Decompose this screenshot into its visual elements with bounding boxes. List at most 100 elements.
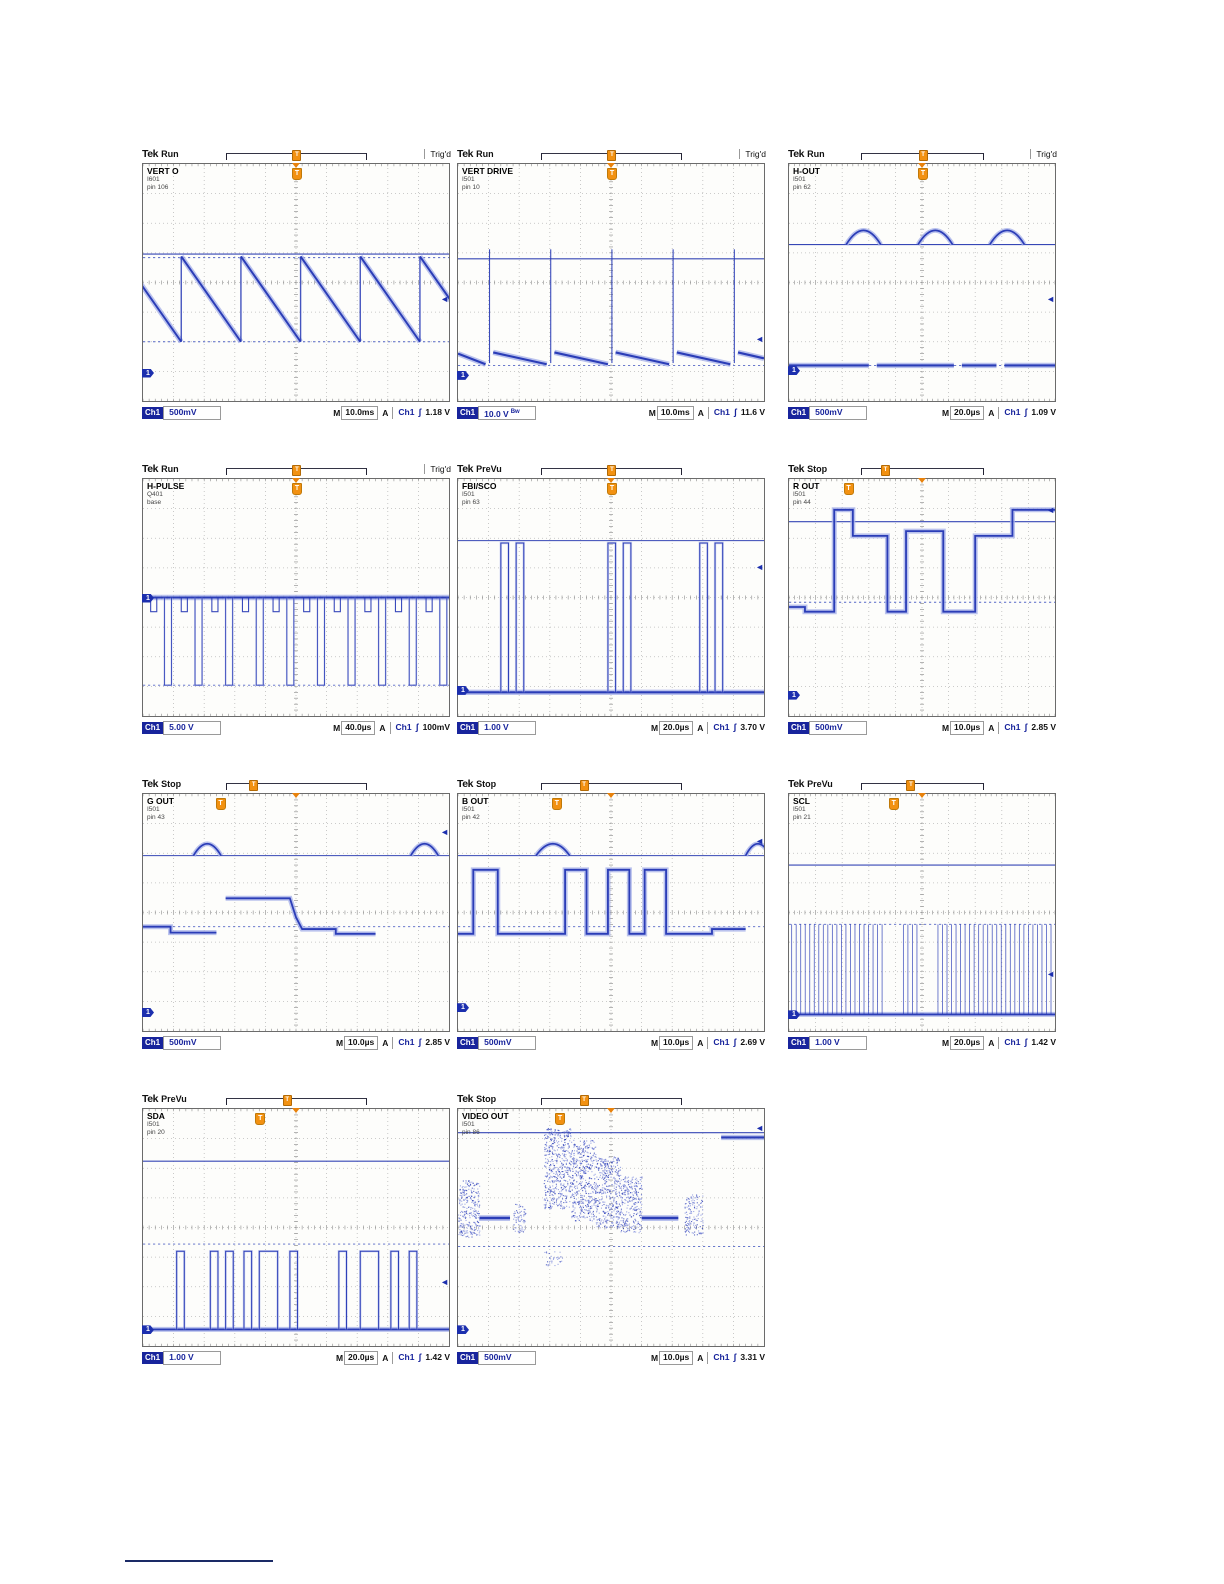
acquisition-window-bar: T [541, 783, 683, 790]
trigger-readout: Ch1 ʃ 100mV [390, 722, 452, 734]
ch1-chip: Ch1 [457, 407, 478, 419]
trigger-position-marker-icon: T [906, 780, 915, 791]
timebase-value: 10.0µs [950, 721, 984, 735]
timebase-m-label: M [942, 408, 949, 418]
timebase-m-label: M [651, 1353, 658, 1363]
trigger-level: 1.18 V [425, 407, 450, 419]
ch1-chip: Ch1 [457, 1037, 478, 1049]
trigger-channel: Ch1 [713, 1352, 729, 1364]
readout-bar: Ch1 10.0 V Bw M 10.0ms A Ch1 ʃ 11.6 V [457, 404, 767, 421]
ch1-chip: Ch1 [788, 407, 809, 419]
trigger-channel: Ch1 [396, 722, 412, 734]
trigger-source-a-label: A [382, 1353, 388, 1363]
ch1-scale-value: 500mV [815, 722, 842, 732]
timebase-value: 20.0µs [950, 1036, 984, 1050]
tek-logo: Tek [457, 1093, 473, 1105]
trigger-position-marker-icon: T [607, 465, 616, 476]
acquisition-window-bar: T [226, 1098, 368, 1105]
trigger-channel: Ch1 [714, 407, 730, 419]
timebase-value: 10.0µs [659, 1036, 693, 1050]
trigger-source-a-label: A [382, 1038, 388, 1048]
acquisition-status: Run [161, 464, 179, 474]
scope-header: Tek PreVu T [457, 463, 767, 478]
ch1-scale-value: 500mV [484, 1037, 511, 1047]
trigger-flag-icon: T [844, 483, 854, 495]
trigger-level: 100mV [423, 722, 450, 734]
trigger-level-arrow-icon: ◄ [755, 1124, 764, 1133]
graticule: FBI/SCO I501 pin 63 T 1 ◄ [457, 478, 765, 717]
trigger-time-triangle-icon [607, 793, 615, 798]
acquisition-status: Run [807, 149, 825, 159]
trigger-channel: Ch1 [1004, 407, 1020, 419]
ch1-scale-value: 5.00 V [169, 722, 194, 732]
acquisition-status: Stop [476, 1094, 496, 1104]
scope-header: Tek PreVu T [142, 1093, 452, 1108]
ch1-scale-value: 10.0 V [484, 408, 509, 418]
timebase-value: 10.0ms [657, 406, 694, 420]
readout-bar: Ch1 5.00 V M 40.0µs A Ch1 ʃ 100mV [142, 719, 452, 736]
trigger-position-marker-icon: T [292, 150, 301, 161]
trigger-source-a-label: A [379, 723, 385, 733]
trigger-level-arrow-icon: ◄ [440, 295, 449, 304]
trigger-level-arrow-icon: ◄ [755, 563, 764, 572]
rising-edge-icon: ʃ [416, 722, 419, 734]
readout-bar: Ch1 1.00 V M 20.0µs A Ch1 ʃ 3.70 V [457, 719, 767, 736]
rising-edge-icon: ʃ [1024, 1037, 1027, 1049]
waveform [458, 794, 764, 1031]
timebase-m-label: M [333, 723, 340, 733]
trigger-source-a-label: A [697, 1038, 703, 1048]
trigger-time-triangle-icon [292, 793, 300, 798]
trigger-position-marker-icon: T [283, 1095, 292, 1106]
acquisition-window-bar: T [541, 1098, 683, 1105]
acquisition-status: PreVu [476, 464, 502, 474]
ch1-chip: Ch1 [457, 722, 478, 734]
readout-bar: Ch1 1.00 V M 20.0µs A Ch1 ʃ 1.42 V [788, 1034, 1058, 1051]
scope-scl: Tek PreVu T SCL I501 pin 21 T 1 ◄ Ch1 1.00 V M 20.0µ… [788, 778, 1058, 1051]
ch1-scale: 1.00 V [163, 1351, 221, 1365]
ch1-scale-value: 1.00 V [484, 722, 509, 732]
rising-edge-icon: ʃ [1024, 722, 1027, 734]
trigger-flag-icon: T [255, 1113, 265, 1125]
ch1-scale-value: 1.00 V [169, 1352, 194, 1362]
ch1-scale: 1.00 V [478, 721, 536, 735]
trigger-flag-icon: T [889, 798, 899, 810]
tek-logo: Tek [788, 148, 804, 160]
trigger-level: 3.31 V [740, 1352, 765, 1364]
trigger-readout: Ch1 ʃ 3.70 V [707, 722, 767, 734]
trigger-level-arrow-icon: ◄ [1046, 295, 1055, 304]
ch1-scale: 5.00 V [163, 721, 221, 735]
ch1-scale-value: 500mV [815, 407, 842, 417]
trigger-level: 11.6 V [741, 407, 765, 419]
trigger-channel: Ch1 [398, 1352, 414, 1364]
trigger-position-marker-icon: T [607, 150, 616, 161]
trigger-source-a-label: A [988, 723, 994, 733]
trigger-level-arrow-icon: ◄ [1046, 970, 1055, 979]
rising-edge-icon: ʃ [733, 1352, 736, 1364]
trigger-flag-icon: T [292, 483, 302, 495]
trigger-channel: Ch1 [1004, 1037, 1020, 1049]
tek-logo: Tek [788, 778, 804, 790]
graticule: G OUT I501 pin 43 T 1 ◄ [142, 793, 450, 1032]
tek-logo: Tek [457, 463, 473, 475]
waveform [458, 1109, 764, 1346]
graticule: VERT DRIVE I501 pin 10 T 1 ◄ [457, 163, 765, 402]
trigger-readout: Ch1 ʃ 2.85 V [998, 722, 1058, 734]
graticule: R OUT I501 pin 44 T 1 ◄ [788, 478, 1056, 717]
scope-vert-drive: Tek Run T Trig'd VERT DRIVE I501 pin 10 T 1 ◄ Ch1 1… [457, 148, 767, 421]
trigger-level-arrow-icon: ◄ [755, 335, 764, 344]
ch1-chip: Ch1 [142, 722, 163, 734]
graticule: VERT O I601 pin 106 T 1 ◄ [142, 163, 450, 402]
acquisition-window-bar: T [226, 468, 368, 475]
trigger-position-marker-icon: T [292, 465, 301, 476]
waveform [458, 164, 764, 401]
trigger-readout: Ch1 ʃ 3.31 V [707, 1352, 767, 1364]
waveform [143, 1109, 449, 1346]
waveform [789, 794, 1055, 1031]
readout-bar: Ch1 500mV M 20.0µs A Ch1 ʃ 1.09 V [788, 404, 1058, 421]
readout-bar: Ch1 500mV M 10.0µs A Ch1 ʃ 3.31 V [457, 1349, 767, 1366]
scope-h-out: Tek Run T Trig'd H-OUT I501 pin 62 T 1 ◄ Ch1 500mV M… [788, 148, 1058, 421]
ch1-chip: Ch1 [457, 1352, 478, 1364]
timebase-m-label: M [942, 1038, 949, 1048]
timebase-value: 10.0µs [659, 1351, 693, 1365]
trigger-flag-icon: T [552, 798, 562, 810]
